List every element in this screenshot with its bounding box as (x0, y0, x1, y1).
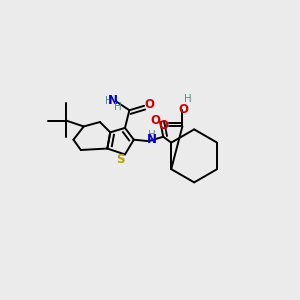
Text: H: H (184, 94, 192, 104)
Text: H: H (148, 130, 155, 140)
Text: S: S (116, 153, 125, 166)
Text: H: H (114, 102, 122, 112)
Text: N: N (146, 133, 157, 146)
Text: O: O (178, 103, 188, 116)
Text: O: O (150, 114, 160, 127)
Text: N: N (108, 94, 118, 107)
Text: O: O (144, 98, 154, 111)
Text: O: O (159, 119, 169, 132)
Text: H: H (105, 96, 113, 106)
